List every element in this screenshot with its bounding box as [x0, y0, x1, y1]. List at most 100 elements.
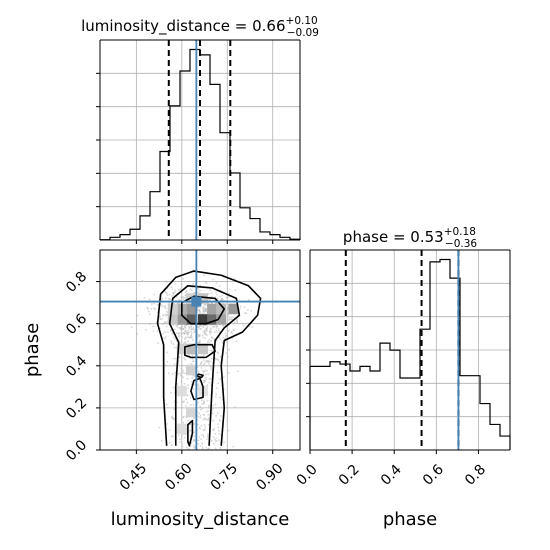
scatter-point: [173, 346, 176, 349]
y-tick-label-phase: 0.2: [63, 395, 90, 422]
scatter-point: [183, 372, 186, 375]
scatter-point: [208, 447, 210, 450]
x-tick-label-luminosity-distance: 0.60: [162, 460, 195, 493]
scatter-point: [221, 294, 224, 297]
scatter-point: [239, 305, 242, 308]
scatter-point: [185, 336, 188, 339]
scatter-point: [230, 316, 233, 319]
scatter-point: [243, 312, 246, 315]
scatter-point: [202, 372, 205, 375]
scatter-point: [207, 417, 210, 420]
density-cell: [167, 314, 178, 325]
scatter-point: [215, 358, 218, 361]
scatter-point: [203, 359, 205, 362]
scatter-point: [197, 401, 200, 404]
x-tick-label-phase: 0.8: [462, 462, 489, 489]
scatter-point: [233, 321, 236, 324]
scatter-point: [200, 361, 203, 363]
scatter-point: [169, 298, 172, 301]
scatter-point: [176, 383, 179, 385]
scatter-point: [170, 341, 173, 344]
scatter-point: [173, 408, 176, 411]
scatter-point: [193, 328, 196, 331]
scatter-point: [168, 429, 171, 431]
scatter-point: [219, 447, 222, 449]
scatter-point: [191, 376, 194, 379]
scatter-point: [203, 274, 205, 277]
scatter-point: [176, 324, 179, 327]
scatter-point: [198, 412, 200, 415]
scatter-point: [210, 366, 212, 369]
scatter-point: [207, 292, 210, 295]
scatter-point: [190, 332, 193, 335]
scatter-point: [203, 423, 206, 426]
scatter-point: [147, 307, 150, 310]
scatter-point: [193, 431, 196, 434]
scatter-point: [228, 348, 230, 351]
scatter-point: [205, 418, 208, 421]
scatter-point: [172, 357, 175, 360]
scatter-point: [218, 285, 221, 288]
scatter-point: [214, 396, 217, 398]
scatter-point: [181, 401, 184, 403]
scatter-point: [182, 370, 184, 372]
scatter-point: [172, 435, 174, 437]
scatter-point: [189, 336, 192, 339]
scatter-point: [203, 332, 206, 335]
scatter-point: [225, 340, 228, 343]
scatter-point: [192, 327, 195, 329]
scatter-point: [228, 316, 231, 319]
scatter-point: [207, 418, 210, 421]
scatter-point: [215, 327, 218, 329]
scatter-point: [161, 322, 164, 325]
scatter-point: [235, 340, 238, 343]
density-contour: [190, 377, 204, 401]
x-tick-label-luminosity-distance: 0.45: [117, 460, 150, 493]
scatter-point: [222, 324, 225, 327]
scatter-point: [170, 391, 172, 394]
scatter-point: [185, 398, 187, 401]
scatter-point: [198, 312, 201, 315]
scatter-point: [143, 296, 146, 299]
scatter-point: [186, 394, 189, 397]
scatter-point: [161, 297, 164, 300]
scatter-point: [154, 308, 157, 311]
density-cell: [176, 385, 187, 397]
scatter-point: [201, 334, 204, 337]
scatter-point: [173, 336, 175, 339]
density-cell: [167, 303, 178, 315]
scatter-point: [247, 299, 250, 301]
scatter-point: [171, 288, 174, 291]
scatter-point: [201, 403, 203, 405]
scatter-point: [163, 337, 166, 340]
scatter-point: [204, 307, 207, 310]
scatter-point: [197, 415, 200, 418]
density-contour: [196, 373, 204, 379]
scatter-point: [181, 364, 184, 367]
scatter-point: [164, 304, 167, 307]
scatter-point: [202, 326, 205, 329]
scatter-point: [178, 327, 181, 329]
title-minus: −0.09: [287, 27, 319, 39]
scatter-point: [185, 405, 187, 407]
scatter-point: [180, 367, 183, 370]
scatter-point: [222, 298, 224, 301]
scatter-point: [199, 408, 202, 411]
scatter-point: [203, 362, 206, 365]
scatter-point: [192, 283, 194, 285]
density-cell: [216, 303, 227, 315]
scatter-point: [227, 314, 230, 316]
scatter-point: [190, 403, 192, 406]
scatter-point: [188, 331, 190, 334]
density-cell: [176, 423, 187, 435]
scatter-point: [210, 439, 213, 442]
scatter-point: [207, 410, 209, 412]
density-cell: [176, 343, 187, 355]
scatter-point: [213, 427, 216, 430]
scatter-point: [152, 330, 155, 332]
scatter-point: [147, 310, 150, 313]
scatter-point: [166, 351, 168, 354]
scatter-point: [181, 434, 184, 437]
scatter-point: [232, 329, 235, 331]
scatter-point: [213, 438, 216, 441]
